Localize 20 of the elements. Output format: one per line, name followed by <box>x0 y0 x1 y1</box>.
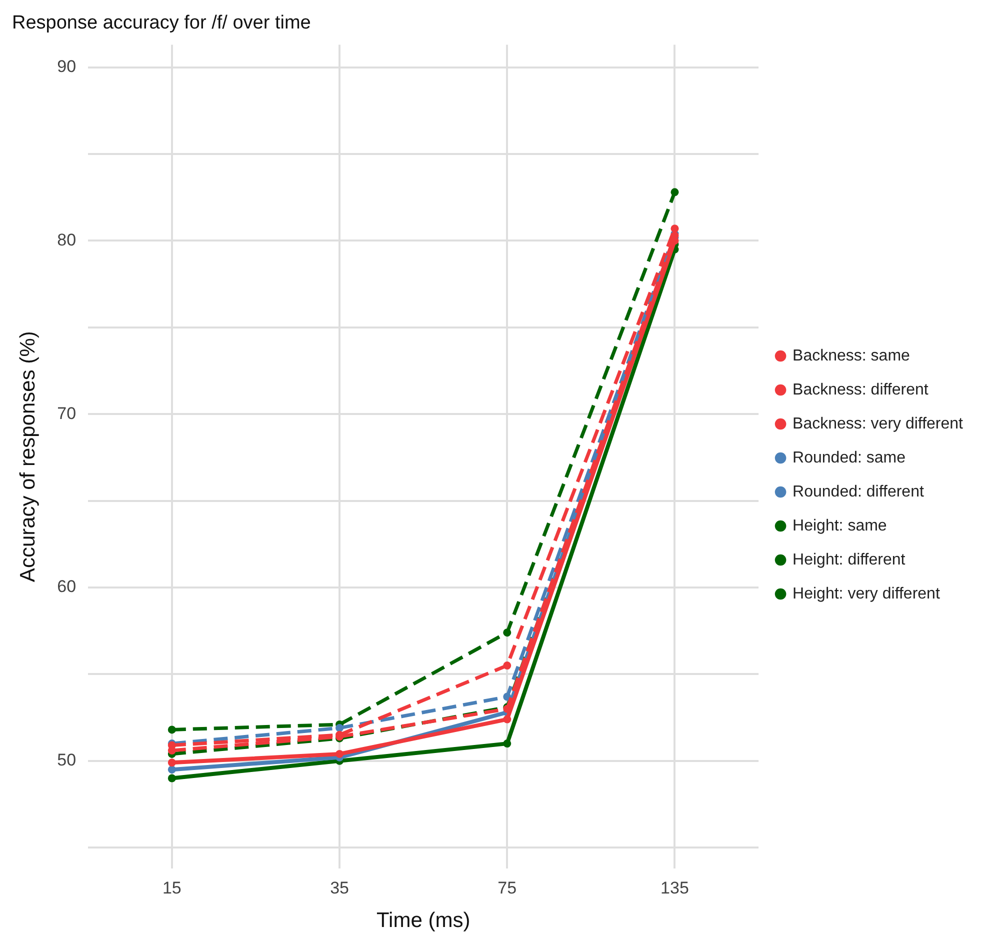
x-tick-label: 135 <box>660 878 689 898</box>
legend-label: Backness: very different <box>792 415 964 432</box>
legend-label: Backness: same <box>792 347 910 364</box>
y-tick-label: 70 <box>57 404 76 423</box>
legend-label: Backness: different <box>792 381 929 398</box>
x-tick-label: 75 <box>498 878 517 898</box>
y-tick-label: 90 <box>57 57 76 76</box>
legend-label: Rounded: different <box>792 483 924 500</box>
chart-title: Response accuracy for /f/ over time <box>12 12 311 34</box>
y-tick-label: 80 <box>57 230 76 250</box>
legend-label: Height: same <box>792 517 887 534</box>
legend-label: Height: different <box>792 551 906 568</box>
x-tick-label: 15 <box>162 878 182 898</box>
legend-label: Height: very different <box>792 585 940 602</box>
y-axis-title: Accuracy of responses (%) <box>16 331 40 582</box>
y-tick-label: 50 <box>57 750 76 770</box>
x-axis-title: Time (ms) <box>376 909 470 932</box>
y-tick-label: 60 <box>57 577 76 596</box>
legend-label: Rounded: same <box>792 449 906 466</box>
x-tick-label: 35 <box>330 878 349 898</box>
